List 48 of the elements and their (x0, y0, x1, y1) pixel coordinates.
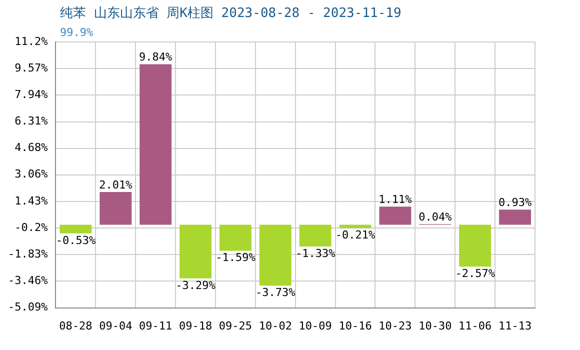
bar (299, 224, 332, 246)
y-tick-label: 7.94% (14, 88, 48, 102)
data-label: -1.33% (295, 246, 336, 260)
bar (459, 224, 492, 267)
bar (140, 64, 172, 225)
x-tick-label: 10-23 (378, 319, 412, 332)
y-tick-label: -5.09% (8, 300, 48, 314)
data-label: 0.93% (498, 196, 532, 209)
data-label: -0.53% (56, 234, 96, 247)
bar (60, 224, 92, 234)
chart-title: 纯苯 山东山东省 周K柱图 2023-08-28 - 2023-11-19 (60, 5, 402, 22)
y-tick-label: 9.57% (14, 61, 48, 74)
bar (259, 224, 292, 286)
y-tick-label: 3.06% (14, 168, 48, 181)
data-label: 9.84% (139, 50, 173, 64)
y-tick-label: 4.68% (14, 141, 48, 154)
bar (499, 210, 532, 225)
x-tick-label: 10-16 (338, 319, 372, 332)
x-tick-label: 08-28 (59, 319, 92, 332)
bar (379, 206, 412, 225)
y-tick-label: 1.43% (14, 194, 48, 208)
x-tick-label: 09-04 (99, 319, 133, 332)
data-label: -0.21% (335, 228, 376, 242)
x-tick-label: 10-02 (258, 319, 292, 332)
data-label: 2.01% (99, 178, 133, 192)
bar (180, 224, 212, 278)
chart-subtitle: 99.9% (60, 26, 94, 39)
y-tick-label: 11.2% (14, 34, 48, 48)
x-tick-label: 09-25 (218, 319, 252, 332)
x-tick-label: 11-06 (458, 319, 492, 332)
y-tick-label: -3.46% (8, 274, 48, 288)
data-label: 0.04% (418, 210, 452, 224)
data-label: -3.29% (176, 278, 216, 292)
y-tick-label: 6.31% (14, 114, 48, 128)
bar (339, 224, 372, 228)
x-tick-label: 09-11 (139, 319, 172, 332)
data-label: -1.59% (216, 251, 256, 264)
data-label: -3.73% (256, 286, 296, 299)
y-tick-label: -1.83% (8, 247, 48, 260)
x-tick-label: 11-13 (498, 319, 532, 332)
bar (100, 192, 132, 225)
x-tick-label: 10-30 (418, 319, 452, 332)
x-tick-label: 10-09 (298, 319, 332, 332)
data-label: 1.11% (378, 192, 412, 206)
x-tick-label: 09-18 (178, 319, 212, 332)
data-label: -2.57% (455, 267, 496, 280)
y-tick-label: -0.2% (14, 220, 48, 234)
bar (219, 224, 252, 251)
